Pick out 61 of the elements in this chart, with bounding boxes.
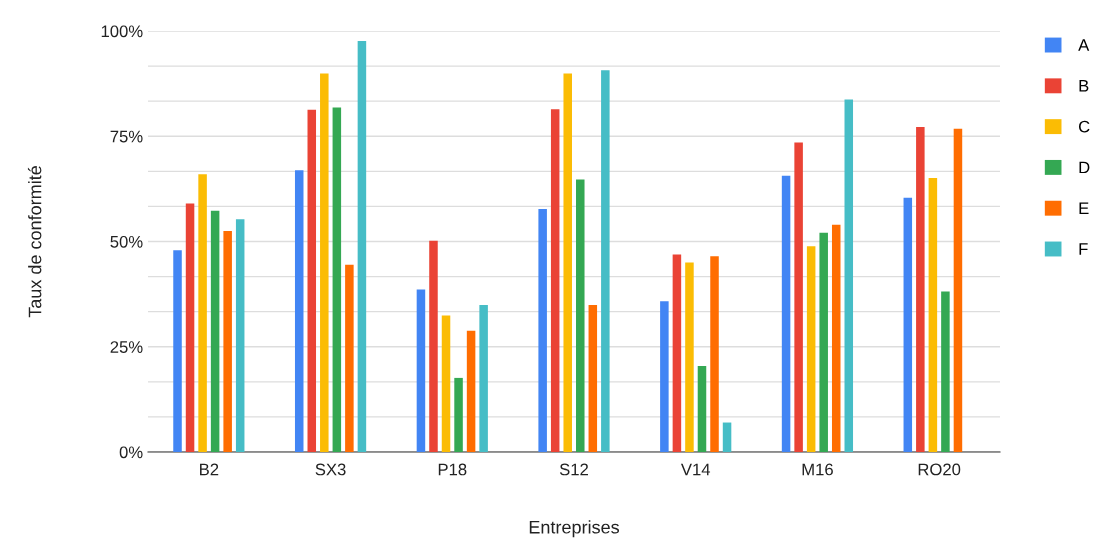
- bar: [210, 210, 220, 452]
- x-tick-label: M16: [802, 463, 833, 476]
- legend-label: D: [1079, 161, 1090, 174]
- bar: [307, 109, 317, 452]
- legend-label: A: [1078, 39, 1090, 51]
- y-axis-title: Taux de conformité: [27, 166, 42, 318]
- bar: [588, 305, 598, 452]
- bar: [538, 209, 547, 452]
- x-tick-label: V14: [680, 463, 711, 476]
- y-tick-label: 25%: [110, 341, 143, 353]
- x-axis-title: Entreprises: [529, 520, 620, 538]
- bar: [332, 107, 342, 452]
- bar: [819, 232, 828, 452]
- bar: [928, 177, 938, 452]
- bar: [806, 246, 816, 452]
- bar: [710, 256, 719, 452]
- bar: [454, 377, 463, 452]
- y-tick-label: 75%: [110, 130, 143, 143]
- bar: [916, 126, 925, 452]
- bar: [185, 203, 195, 452]
- legend-label: F: [1079, 243, 1088, 255]
- bar: [941, 291, 950, 452]
- bar: [660, 301, 669, 452]
- bar: [722, 422, 732, 452]
- bar: [416, 289, 426, 452]
- x-tick-label: P18: [438, 463, 467, 476]
- bar: [479, 305, 488, 452]
- legend-label: B: [1079, 80, 1089, 92]
- bar: [466, 330, 476, 452]
- bar: [198, 174, 207, 452]
- y-tick-label: 0%: [119, 446, 143, 459]
- bar: [173, 250, 182, 452]
- bar: [563, 73, 572, 452]
- bar: [794, 142, 803, 452]
- bar: [953, 128, 963, 452]
- bar: [844, 99, 854, 452]
- bar: [345, 264, 354, 452]
- legend-label: E: [1079, 202, 1089, 214]
- bar: [429, 240, 438, 452]
- y-tick-label: 100%: [101, 25, 143, 38]
- x-tick-label: SX3: [315, 463, 346, 476]
- x-tick-label: S12: [559, 463, 588, 476]
- bar: [601, 70, 610, 452]
- bar: [357, 41, 367, 452]
- bar: [672, 254, 682, 452]
- bar: [831, 224, 841, 452]
- bar: [576, 179, 585, 452]
- bar: [441, 315, 451, 452]
- bar: [697, 366, 707, 452]
- bar: [685, 262, 694, 452]
- y-tick-label: 50%: [110, 235, 143, 248]
- bar: [320, 73, 329, 452]
- bar: [294, 170, 304, 452]
- x-tick-label: RO20: [918, 463, 961, 476]
- bar: [235, 219, 245, 452]
- bar: [781, 175, 791, 452]
- bar: [223, 230, 232, 452]
- bar: [550, 109, 560, 452]
- legend-label: C: [1079, 120, 1090, 133]
- bar: [903, 197, 913, 452]
- x-tick-label: B2: [200, 463, 219, 476]
